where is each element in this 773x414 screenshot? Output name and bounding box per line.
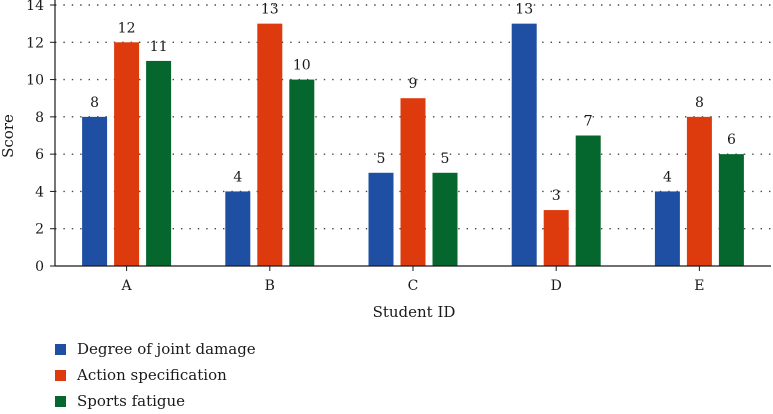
- y-tick-label: 4: [35, 184, 44, 200]
- legend-label: Degree of joint damage: [77, 340, 256, 358]
- data-label: 10: [293, 58, 311, 74]
- bar-b-series-2: [257, 23, 283, 267]
- bar-chart: 8 12 11 4 13 10 5 9 5 13 3 7 4 8 6 0 2 4 6 8 10 12 14 A B C D E S…: [0, 0, 771, 321]
- bar-a-series-3: [146, 60, 172, 266]
- x-axis-title: Student ID: [373, 303, 456, 321]
- data-label: 13: [515, 2, 533, 18]
- legend-label: Sports fatigue: [77, 392, 186, 410]
- bar-b-series-1: [225, 191, 251, 266]
- x-tick-label: C: [408, 278, 419, 294]
- x-tick-label: B: [265, 278, 275, 294]
- bar-e-series-3: [718, 154, 744, 266]
- bar-c-series-3: [432, 172, 458, 266]
- data-label: 8: [695, 95, 704, 111]
- bar-d-series-1: [511, 23, 537, 267]
- x-tick-labels: A B C D E: [121, 266, 705, 294]
- bar-d-series-2: [543, 210, 569, 266]
- bar-c-series-1: [368, 172, 394, 266]
- legend-item: Action specification: [55, 362, 256, 388]
- y-tick-labels: 0 2 4 6 8 10 12 14: [26, 0, 55, 275]
- y-tick-label: 10: [26, 73, 44, 89]
- data-label: 5: [377, 151, 386, 167]
- bar-a-series-2: [114, 42, 140, 267]
- bar-e-series-2: [686, 116, 712, 266]
- bar-d-series-3: [575, 135, 601, 266]
- data-labels: 8 12 11 4 13 10 5 9 5 13 3 7 4 8 6: [90, 2, 736, 204]
- data-label: 6: [727, 132, 736, 148]
- bar-b-series-3: [289, 79, 315, 266]
- y-tick-label: 14: [26, 0, 44, 14]
- data-label: 11: [150, 39, 168, 55]
- y-tick-label: 6: [35, 147, 44, 163]
- legend: Degree of joint damage Action specificati…: [55, 336, 256, 414]
- data-label: 7: [584, 114, 593, 130]
- data-label: 13: [261, 2, 279, 18]
- y-tick-label: 0: [35, 259, 44, 275]
- bar-e-series-1: [654, 191, 680, 266]
- data-label: 4: [663, 169, 672, 185]
- legend-item: Sports fatigue: [55, 388, 256, 414]
- data-label: 4: [233, 169, 242, 185]
- data-label: 9: [409, 76, 418, 92]
- x-tick-label: E: [694, 278, 704, 294]
- y-axis-title: Score: [0, 114, 17, 158]
- bars: [82, 23, 744, 267]
- legend-swatch: [55, 395, 66, 407]
- legend-swatch: [55, 369, 66, 381]
- grid-lines: [55, 4, 771, 230]
- data-label: 12: [118, 20, 136, 36]
- legend-item: Degree of joint damage: [55, 336, 256, 362]
- legend-swatch: [55, 343, 66, 355]
- x-tick-label: D: [551, 278, 562, 294]
- legend-label: Action specification: [77, 366, 227, 384]
- y-tick-label: 2: [35, 222, 44, 238]
- data-label: 5: [441, 151, 450, 167]
- y-tick-label: 8: [35, 110, 44, 126]
- data-label: 8: [90, 95, 99, 111]
- data-label: 3: [552, 188, 561, 204]
- bar-c-series-2: [400, 98, 426, 266]
- y-tick-label: 12: [26, 35, 44, 51]
- bar-a-series-1: [82, 116, 108, 266]
- x-tick-label: A: [121, 278, 133, 294]
